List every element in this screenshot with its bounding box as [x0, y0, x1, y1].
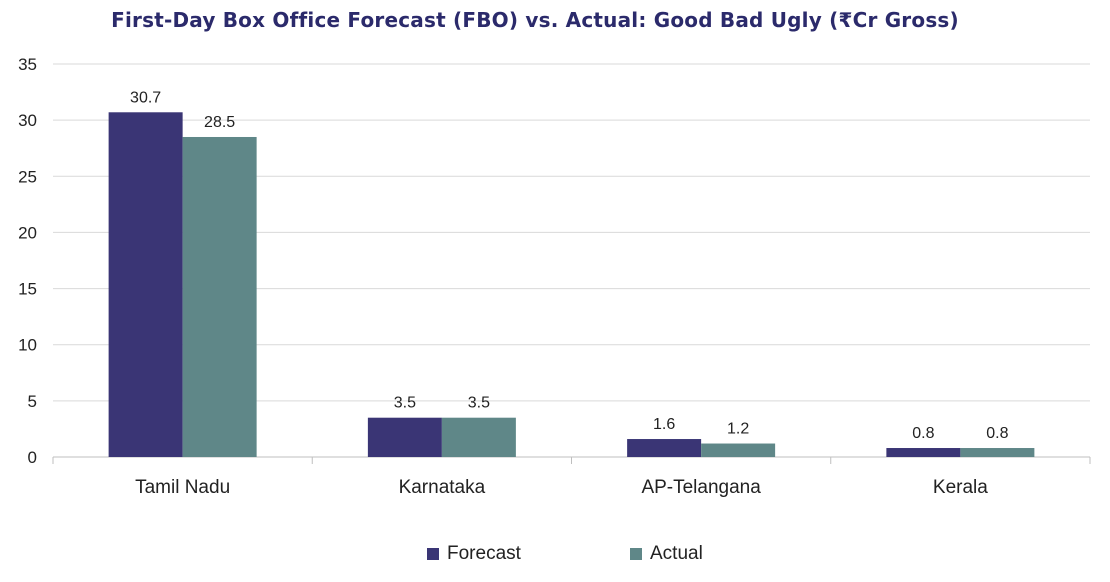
bar-actual — [182, 136, 257, 457]
y-tick-label: 5 — [28, 392, 37, 411]
bar-forecast — [627, 439, 702, 457]
legend-label-forecast: Forecast — [447, 543, 521, 564]
data-label: 28.5 — [204, 114, 235, 131]
x-tick-label: Kerala — [933, 477, 988, 498]
bar-actual — [441, 417, 516, 457]
data-label: 1.2 — [727, 421, 749, 438]
bars — [108, 112, 1035, 457]
data-label: 0.8 — [986, 425, 1008, 442]
y-tick-label: 25 — [18, 167, 37, 186]
bar-forecast — [367, 417, 442, 457]
bar-actual — [960, 448, 1035, 457]
legend-item-forecast: Forecast — [427, 543, 521, 565]
legend: Forecast Actual — [0, 543, 1110, 567]
data-labels: 30.7 28.5 3.5 3.5 1.6 1.2 0.8 0.8 — [130, 89, 1009, 442]
data-label: 30.7 — [130, 89, 161, 106]
y-tick-label: 10 — [18, 336, 37, 355]
y-tick-label: 35 — [18, 55, 37, 74]
data-label: 1.6 — [653, 416, 675, 433]
legend-label-actual: Actual — [650, 543, 703, 564]
y-tick-label: 15 — [18, 280, 37, 299]
legend-swatch-actual — [630, 548, 642, 560]
y-tick-label: 30 — [18, 111, 37, 130]
bar-forecast — [108, 112, 183, 457]
bar-actual — [701, 443, 776, 457]
x-tick-label: Tamil Nadu — [135, 477, 230, 498]
chart-title: First-Day Box Office Forecast (FBO) vs. … — [111, 8, 959, 32]
y-tick-label: 0 — [28, 448, 37, 467]
bar-forecast — [886, 448, 961, 457]
data-label: 3.5 — [394, 395, 416, 412]
y-axis-ticks: 0 5 10 15 20 25 30 35 — [18, 55, 37, 467]
legend-swatch-forecast — [427, 548, 439, 560]
x-tick-label: AP-Telangana — [641, 477, 761, 498]
y-tick-label: 20 — [18, 223, 37, 242]
data-label: 3.5 — [468, 395, 490, 412]
x-tick-label: Karnataka — [399, 477, 486, 498]
data-label: 0.8 — [912, 425, 934, 442]
legend-item-actual: Actual — [630, 543, 703, 565]
x-axis-ticks: Tamil Nadu Karnataka AP-Telangana Kerala — [52, 457, 1091, 498]
